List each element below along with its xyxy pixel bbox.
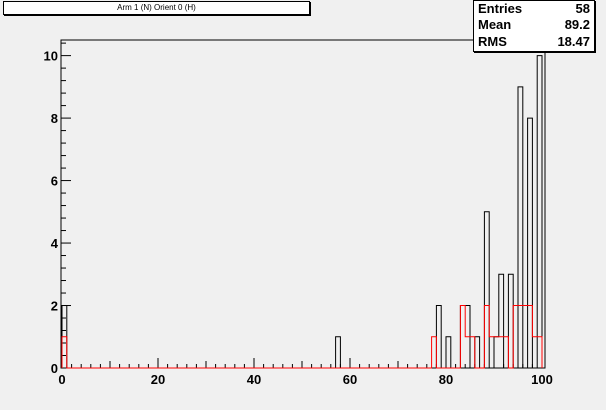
stat-label: Entries — [478, 1, 523, 16]
axes: 0 20 40 60 80 100 0 2 4 6 8 10 — [44, 42, 553, 387]
plot-frame — [60, 39, 546, 369]
stat-label: RMS — [478, 34, 507, 49]
x-tick-label: 80 — [439, 372, 453, 387]
stat-value: 58 — [575, 1, 590, 16]
series-layer — [61, 55, 543, 369]
histogram-title: Arm 1 (N) Orient 0 (H) — [3, 1, 310, 15]
stat-value: 18.47 — [557, 34, 590, 49]
x-tick-label: 20 — [151, 372, 165, 387]
histogram-series-2 — [61, 305, 543, 369]
y-tick-label: 6 — [51, 174, 58, 189]
x-tick-label: 0 — [58, 372, 65, 387]
y-tick-label: 4 — [51, 236, 59, 251]
stat-rms: RMS 18.47 — [478, 34, 590, 50]
y-tick-label: 10 — [44, 49, 58, 64]
x-tick-label: 40 — [247, 372, 261, 387]
y-tick-label: 2 — [51, 299, 58, 314]
stat-entries: Entries 58 — [478, 1, 590, 17]
y-tick-label: 0 — [51, 361, 58, 376]
stat-value: 89.2 — [564, 17, 590, 32]
x-tick-label: 60 — [343, 372, 357, 387]
x-tick-label: 100 — [531, 372, 553, 387]
stats-box: Entries 58 Mean 89.2 RMS 18.47 — [473, 0, 595, 52]
stat-mean: Mean 89.2 — [478, 17, 590, 33]
stat-label: Mean — [478, 17, 512, 32]
y-tick-label: 8 — [51, 111, 58, 126]
